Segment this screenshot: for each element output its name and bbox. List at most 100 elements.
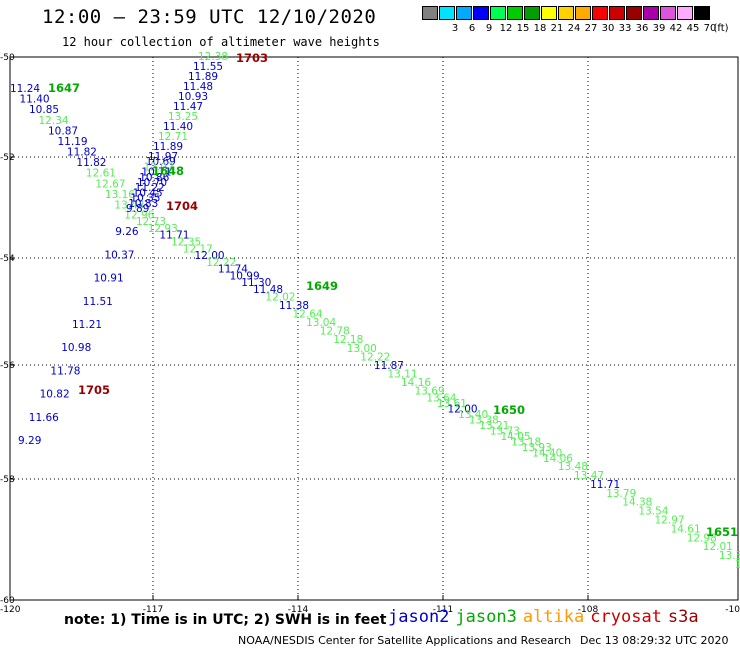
wave-height-value: 11.51 bbox=[83, 296, 113, 308]
wave-height-value: 14.06 bbox=[543, 453, 573, 465]
legend-label: 15 bbox=[516, 23, 530, 34]
latitude-tick-label: -52 bbox=[0, 153, 15, 163]
latitude-tick-label: -60 bbox=[0, 596, 15, 606]
map-title: 12:00 – 23:59 UTC 12/10/2020 bbox=[42, 6, 377, 28]
wave-height-value: 12.38 bbox=[198, 51, 228, 63]
wave-height-value: 13.25 bbox=[168, 111, 198, 123]
wave-height-value: 11.47 bbox=[173, 101, 203, 113]
wave-height-value: 10.93 bbox=[178, 91, 208, 103]
legend-label: 70 bbox=[703, 23, 717, 34]
legend-swatch bbox=[473, 6, 489, 20]
pass-time-labels: 1647 1703 1648 1704 1649 1705 1650 1651 bbox=[48, 51, 738, 539]
legend-label: 45 bbox=[686, 23, 700, 34]
legend-swatch bbox=[558, 6, 574, 20]
wave-height-value: 13.64 bbox=[426, 392, 456, 404]
wave-height-value: 12.22 bbox=[360, 351, 390, 363]
legend-label: 9 bbox=[485, 23, 493, 34]
wave-height-value: 10.83 bbox=[128, 198, 158, 210]
wave-height-value: 10.37 bbox=[104, 249, 134, 261]
sat-altika: altika bbox=[522, 607, 585, 627]
wave-height-value: 13.11 bbox=[388, 369, 418, 381]
pass-time-label: 1647 bbox=[48, 81, 80, 95]
track-a-values: 11.2411.4010.8512.3410.8711.1911.8211.82… bbox=[10, 83, 740, 571]
legend-swatch bbox=[592, 6, 608, 20]
wave-height-value: 12.67 bbox=[95, 178, 125, 190]
wave-height-value: 13.54 bbox=[638, 506, 668, 518]
pass-time-label: 1703 bbox=[236, 51, 268, 65]
map-frame bbox=[9, 56, 739, 601]
legend-swatch bbox=[490, 6, 506, 20]
wave-height-value: 12.64 bbox=[293, 309, 323, 321]
wave-height-value: 10.45 bbox=[133, 187, 163, 199]
wave-height-value: 10.71 bbox=[141, 167, 171, 179]
timestamp: Dec 13 08:29:32 UTC 2020 bbox=[580, 634, 729, 647]
pass-time-label: 1704 bbox=[166, 199, 198, 213]
legend-swatch bbox=[422, 6, 438, 20]
wave-height-value: 14.40 bbox=[532, 447, 562, 459]
wave-height-value: 13.69 bbox=[415, 386, 445, 398]
legend-swatch bbox=[507, 6, 523, 20]
wave-height-value: 11.40 bbox=[20, 94, 50, 106]
wave-height-value: 10.82 bbox=[40, 389, 70, 401]
wave-height-value: 10.91 bbox=[94, 273, 124, 285]
wave-height-value: 13.40 bbox=[458, 409, 488, 421]
wave-height-value: 14.38 bbox=[622, 497, 652, 509]
wave-height-value: 12.17 bbox=[183, 243, 213, 255]
legend-label: 12 bbox=[499, 23, 513, 34]
legend-label: 18 bbox=[533, 23, 547, 34]
wave-height-value: 11.82 bbox=[76, 157, 106, 169]
legend-swatch bbox=[660, 6, 676, 20]
wave-height-value: 13.00 bbox=[347, 343, 377, 355]
latitude-tick-label: -50 bbox=[0, 53, 15, 63]
wave-height-value: 11.97 bbox=[148, 151, 178, 163]
sat-jason3: jason3 bbox=[455, 607, 517, 627]
wave-height-value: 11.87 bbox=[374, 360, 404, 372]
track-b-values: 12.3811.5511.8911.4810.9311.4713.2511.40… bbox=[18, 51, 228, 447]
wave-height-value: 12.22 bbox=[206, 257, 236, 269]
satellite-legend: jason2 jason3 altika cryosat s3a bbox=[388, 607, 705, 627]
longitude-tick-label: -120 bbox=[0, 605, 21, 615]
wave-height-value: 13.47 bbox=[574, 470, 604, 482]
wave-height-value: 13.38 bbox=[469, 414, 499, 426]
latitude-tick-label: -58 bbox=[0, 475, 15, 485]
wave-height-value: 12.34 bbox=[39, 115, 69, 127]
wave-height-value: 11.22 bbox=[135, 182, 165, 194]
wave-height-value: 11.21 bbox=[72, 319, 102, 331]
wave-height-value: 12.00 bbox=[448, 403, 478, 415]
map-grid bbox=[10, 57, 738, 600]
wave-height-value: 9.89 bbox=[126, 203, 149, 215]
wave-height-value: 11.24 bbox=[10, 83, 40, 95]
legend-label: 21 bbox=[550, 23, 564, 34]
wave-height-value: 12.98 bbox=[687, 532, 717, 544]
longitude-labels: -120 -117 -114 -111 -108 -10 bbox=[0, 605, 740, 615]
credit-line: NOAA/NESDIS Center for Satellite Applica… bbox=[238, 634, 572, 647]
wave-height-value: 14.05 bbox=[501, 431, 531, 443]
wave-height-value: 12.02 bbox=[265, 291, 295, 303]
wave-height-value: 13 bbox=[735, 559, 740, 571]
pass-time-label: 1650 bbox=[493, 403, 525, 417]
sat-cryosat: cryosat bbox=[590, 607, 662, 627]
pass-time-label: 1651 bbox=[706, 525, 738, 539]
wave-height-value: 13.43 bbox=[114, 200, 144, 212]
legend-swatch bbox=[575, 6, 591, 20]
wave-height-value: 11.66 bbox=[29, 412, 59, 424]
wave-height-value: 12.96 bbox=[124, 209, 154, 221]
pass-time-label: 1649 bbox=[306, 279, 338, 293]
wave-height-value: 13.21 bbox=[479, 420, 509, 432]
legend-swatch bbox=[677, 6, 693, 20]
wave-height-value: 14.16 bbox=[401, 377, 431, 389]
wave-height-value: 13.16 bbox=[105, 189, 135, 201]
legend-swatch bbox=[626, 6, 642, 20]
legend-label: 36 bbox=[635, 23, 649, 34]
legend-label: 30 bbox=[601, 23, 615, 34]
legend-swatch bbox=[694, 6, 710, 20]
wave-height-value: 11.48 bbox=[253, 284, 283, 296]
wave-height-value: 11.48 bbox=[183, 81, 213, 93]
wave-height-value: 12.18 bbox=[333, 334, 363, 346]
wave-height-value: 12.61 bbox=[86, 168, 116, 180]
sat-s3a: s3a bbox=[667, 607, 699, 627]
legend-label: 24 bbox=[567, 23, 581, 34]
wave-height-value: 12.00 bbox=[195, 250, 225, 262]
wave-height-value: 13.79 bbox=[606, 488, 636, 500]
